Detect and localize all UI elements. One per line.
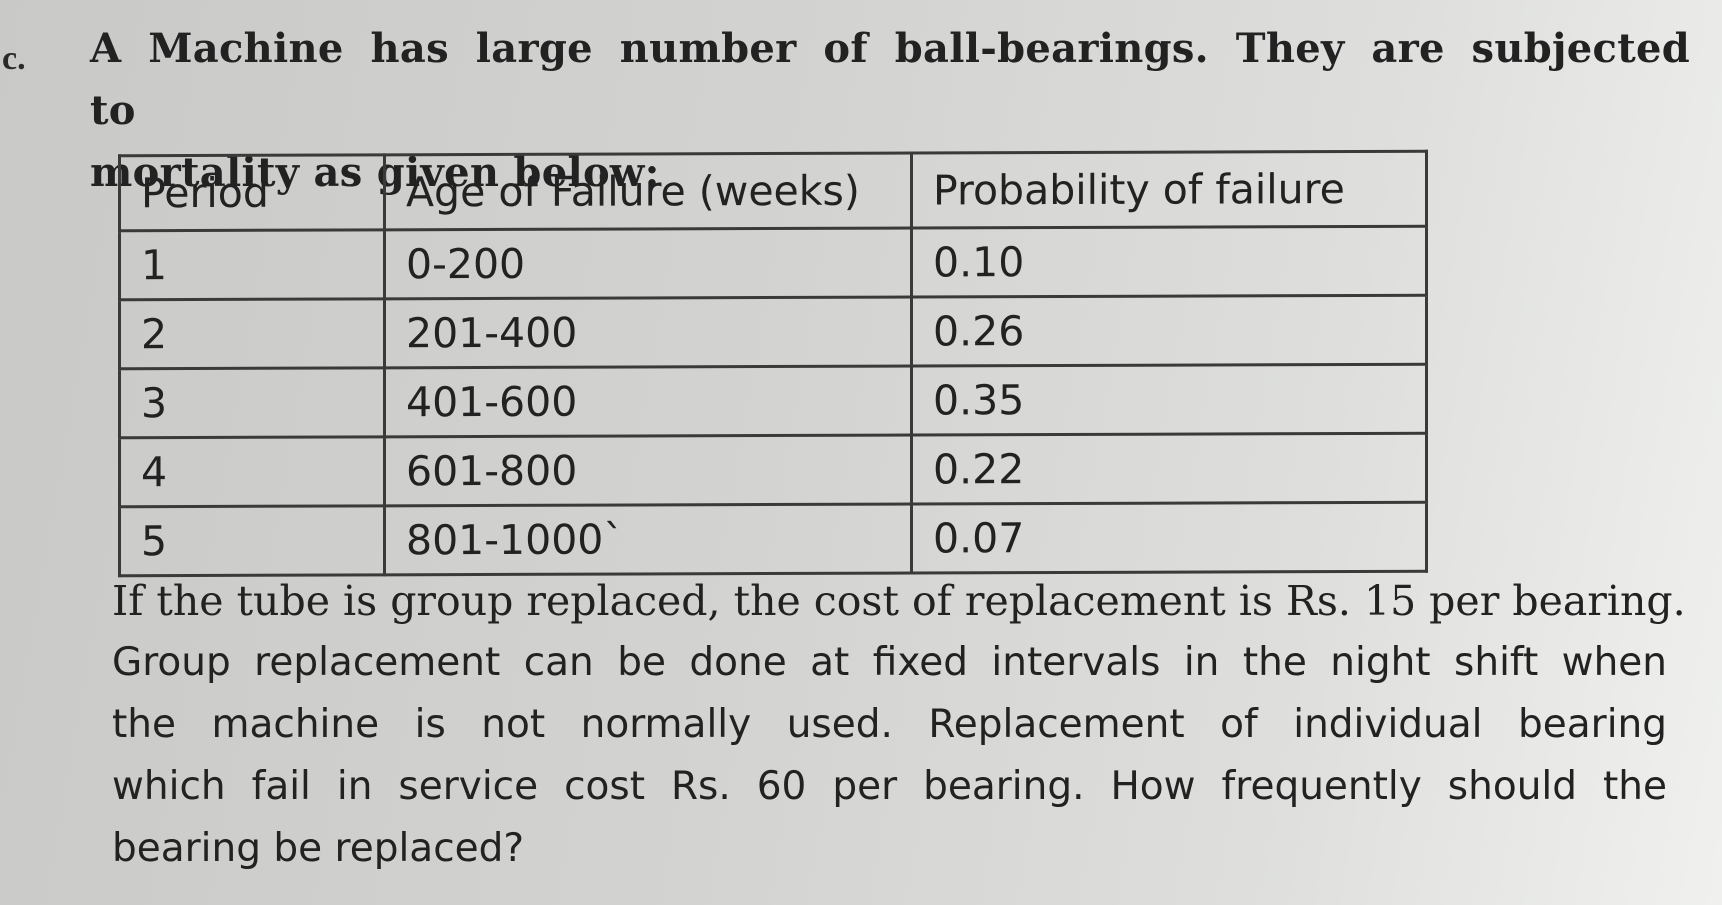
cell-probability: 0.22 [911,433,1427,505]
question-marker: c. [2,40,26,77]
cell-period: 1 [119,229,385,300]
paragraph-line-2: Group replacement can be done at fixed i… [112,640,1667,685]
cell-age: 401-600 [384,366,912,437]
cell-period: 3 [119,367,385,438]
question-heading: A Machine has large number of ball-beari… [90,18,1690,204]
cell-age: 201-400 [384,297,912,368]
cell-age: 0-200 [384,228,912,299]
table-row: 5 801-1000` 0.07 [119,502,1427,576]
cell-probability: 0.35 [911,364,1427,436]
header-age-of-failure: Age of Failure (weeks) [384,153,912,230]
cell-age: 601-800 [384,435,912,506]
cell-period: 2 [119,298,385,369]
cell-probability: 0.26 [911,295,1427,367]
table-header-row: Period Age of Failure (weeks) Probabilit… [119,151,1427,231]
cell-probability: 0.07 [911,502,1427,574]
cell-probability: 0.10 [911,226,1427,298]
question-line-2: mortality as given below: [90,149,660,196]
mortality-table: Period Age of Failure (weeks) Probabilit… [118,150,1428,578]
paragraph-line-1: If the tube is group replaced, the cost … [112,577,1686,625]
cell-period: 5 [119,505,385,576]
header-probability: Probability of failure [911,151,1427,229]
question-line-1: A Machine has large number of ball-beari… [90,25,1690,134]
table-row: 4 601-800 0.22 [119,433,1427,507]
header-period: Period [119,154,385,231]
table-row: 1 0-200 0.10 [119,226,1427,300]
problem-paragraph: If the tube is group replaced, the cost … [112,570,1686,880]
cell-period: 4 [119,436,385,507]
paragraph-line-4: which fail in service cost Rs. 60 per be… [112,764,1667,809]
cell-age: 801-1000` [384,504,912,575]
paragraph-line-3: the machine is not normally used. Replac… [112,702,1667,747]
table-row: 3 401-600 0.35 [119,364,1427,438]
paragraph-line-5: bearing be replaced? [112,826,525,871]
table-row: 2 201-400 0.26 [119,295,1427,369]
